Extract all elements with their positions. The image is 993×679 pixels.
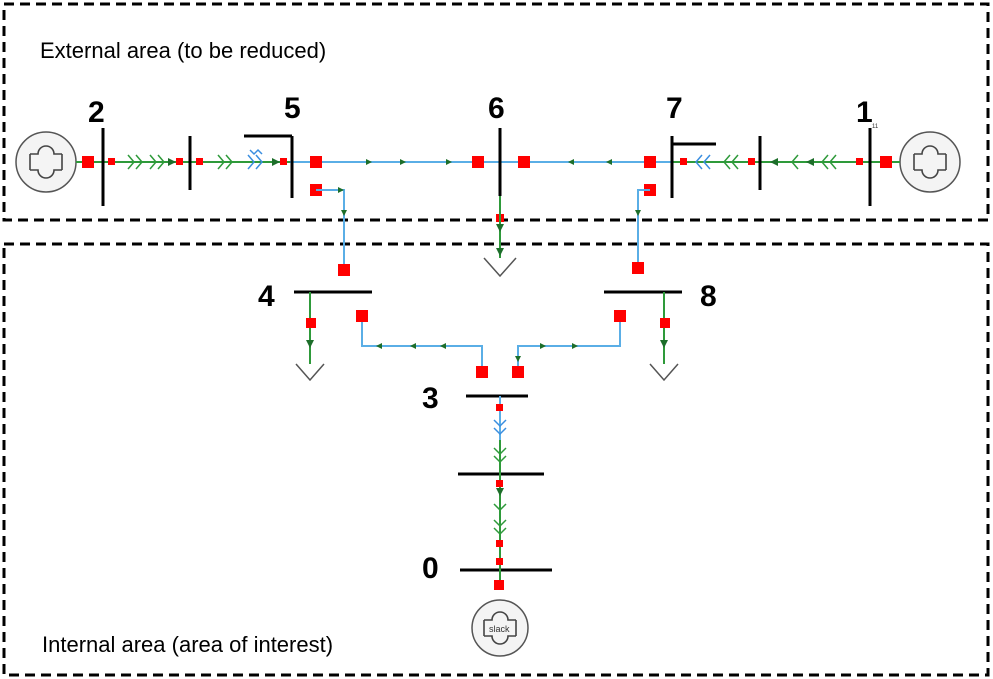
generator-bus-2[interactable]	[15, 131, 77, 193]
internal-area-box	[2, 242, 990, 677]
bus-label-0: 0	[422, 552, 439, 585]
gen-1-tag: 11	[872, 124, 879, 130]
bus-label-2: 2	[88, 96, 105, 129]
external-area-box	[2, 2, 990, 222]
generator-bus-1[interactable]	[899, 131, 961, 193]
bus-label-7: 7	[666, 92, 683, 125]
slack-generator[interactable]	[471, 599, 529, 657]
bus-label-8: 8	[700, 280, 717, 313]
bus-label-1: 1	[856, 96, 873, 129]
load-bus-6[interactable]	[483, 257, 517, 278]
line-7-8[interactable]	[637, 189, 650, 270]
transformer-2-5-a	[127, 154, 233, 170]
line-4-3[interactable]	[361, 318, 483, 370]
slack-label: slack	[489, 624, 510, 634]
bus-label-3: 3	[422, 382, 439, 415]
transformer-3-blue	[493, 419, 507, 436]
line-5-4[interactable]	[316, 189, 345, 270]
transformer-0-green	[493, 503, 507, 536]
transformer-3-green	[493, 447, 507, 464]
breakers-internal	[306, 262, 670, 590]
transformer-2-5-b	[247, 148, 263, 170]
bus-label-6: 6	[488, 92, 505, 125]
bus-label-4: 4	[258, 280, 275, 313]
external-area-label: External area (to be reduced)	[40, 38, 326, 63]
load-bus-4[interactable]	[295, 363, 325, 382]
load-bus-8[interactable]	[649, 363, 679, 382]
internal-area-label: Internal area (area of interest)	[42, 632, 333, 657]
line-8-3[interactable]	[517, 318, 621, 370]
breakers-external	[82, 156, 892, 222]
bus-label-5: 5	[284, 92, 301, 125]
transformer-1-7-a	[723, 154, 837, 170]
transformer-1-7-b	[695, 154, 711, 170]
